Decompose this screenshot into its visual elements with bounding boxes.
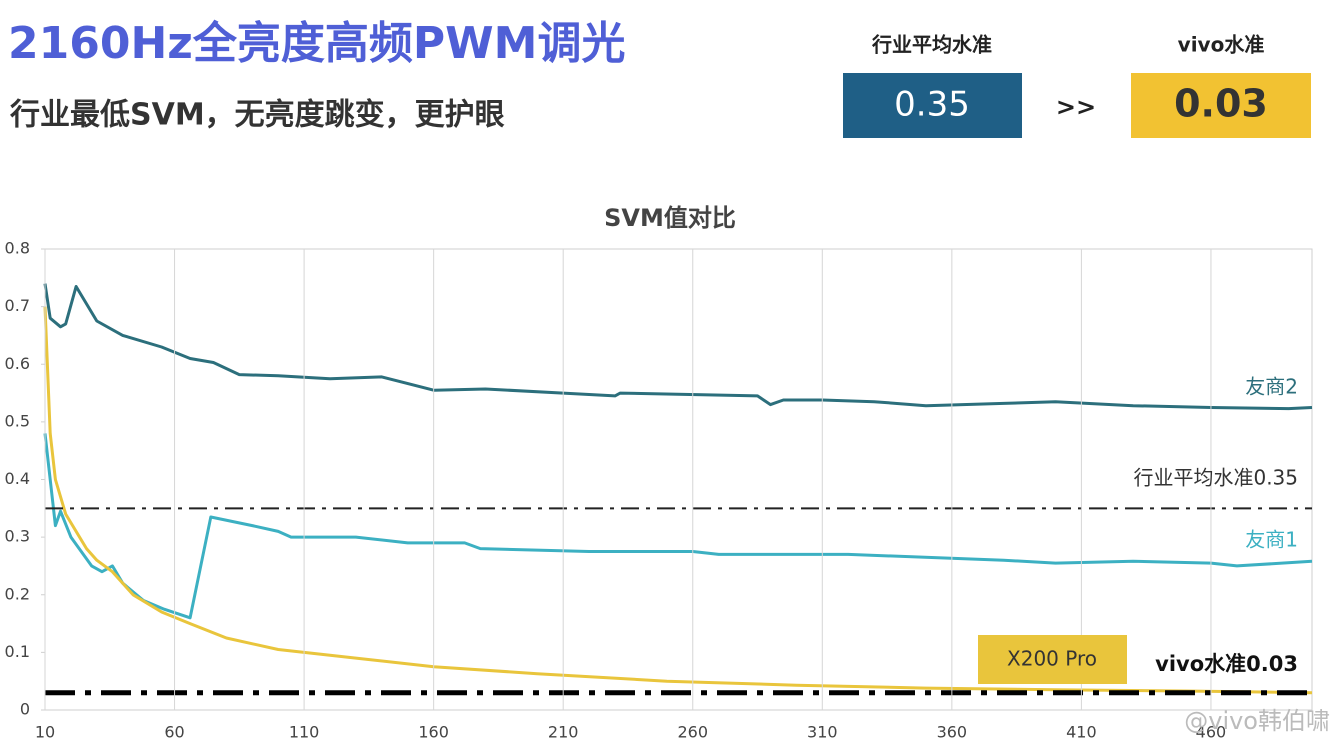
title: 2160Hz全亮度高频PWM调光: [8, 18, 625, 69]
y-tick-label: 0.4: [5, 469, 30, 488]
series-label: 友商2: [1245, 375, 1298, 399]
compare-label: vivo水准: [1178, 33, 1265, 57]
subtitle: 行业最低SVM，无亮度跳变，更护眼: [9, 98, 505, 133]
compare-box: [843, 73, 1022, 138]
series-line: [43, 283, 1313, 411]
y-tick-label: 0.2: [5, 584, 30, 603]
reference-label: 行业平均水准0.35: [1133, 466, 1298, 490]
separator: >>: [1056, 93, 1096, 121]
series-line: [43, 306, 1313, 695]
y-tick-label: 0.3: [5, 527, 30, 546]
series-label-box: [978, 635, 1127, 684]
x-tick-label: 110: [289, 723, 320, 742]
y-tick-label: 0.1: [5, 642, 30, 661]
series-line: [43, 433, 1313, 620]
y-tick-label: 0.7: [5, 296, 30, 315]
x-tick-label: 60: [164, 723, 184, 742]
y-tick-label: 0: [20, 700, 30, 719]
compare-label: 行业平均水准: [871, 33, 992, 57]
series-label: 友商1: [1245, 528, 1298, 552]
reference-label: vivo水准0.03: [1155, 652, 1298, 676]
x-tick-label: 410: [1066, 723, 1097, 742]
x-tick-label: 10: [35, 723, 55, 742]
y-tick-label: 0.5: [5, 411, 30, 430]
watermark: @vivo韩伯啸: [1184, 707, 1330, 735]
x-tick-label: 210: [548, 723, 579, 742]
x-tick-label: 360: [937, 723, 968, 742]
x-tick-label: 310: [807, 723, 838, 742]
chart-title: SVM值对比: [604, 204, 736, 232]
y-tick-label: 0.6: [5, 354, 30, 373]
compare-box: [1131, 73, 1311, 138]
compare-value: 0.03: [1174, 82, 1268, 126]
x-tick-label: 460: [1196, 723, 1227, 742]
y-tick-label: 0.8: [5, 239, 30, 258]
compare-value: 0.35: [894, 85, 970, 125]
x-tick-label: 260: [677, 723, 708, 742]
series-label: X200 Pro: [1007, 647, 1097, 671]
x-tick-label: 160: [418, 723, 449, 742]
